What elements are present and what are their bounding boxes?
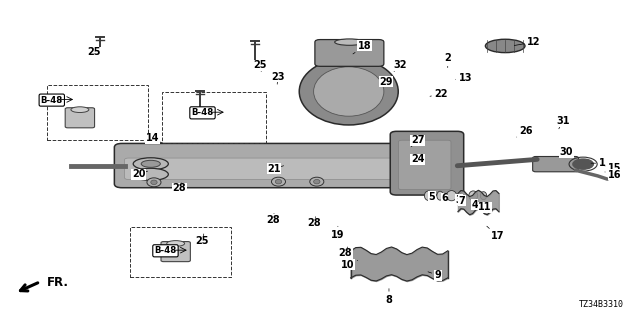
Ellipse shape (460, 192, 467, 200)
Text: B-48: B-48 (41, 96, 63, 105)
Text: 2: 2 (444, 53, 451, 68)
Text: 8: 8 (385, 289, 392, 305)
Ellipse shape (437, 191, 444, 200)
Text: 25: 25 (253, 60, 267, 71)
Text: 16: 16 (605, 170, 622, 180)
FancyBboxPatch shape (532, 156, 579, 172)
Text: 24: 24 (411, 154, 424, 164)
Text: 11: 11 (478, 202, 492, 212)
Text: B-48: B-48 (154, 246, 177, 255)
Ellipse shape (485, 39, 525, 52)
Text: 30: 30 (560, 147, 573, 157)
Text: 5: 5 (428, 192, 435, 202)
Ellipse shape (275, 180, 282, 184)
Ellipse shape (133, 168, 168, 180)
FancyBboxPatch shape (115, 143, 462, 188)
Ellipse shape (71, 107, 89, 113)
Ellipse shape (314, 67, 384, 116)
Text: 1: 1 (591, 158, 605, 168)
Ellipse shape (480, 192, 486, 200)
Ellipse shape (141, 160, 161, 167)
Bar (47, 85, 148, 140)
Text: 28: 28 (266, 213, 280, 225)
Text: FR.: FR. (47, 276, 68, 289)
Text: 17: 17 (487, 226, 504, 241)
Text: B-48: B-48 (191, 108, 214, 117)
Ellipse shape (447, 191, 457, 201)
Ellipse shape (167, 241, 184, 246)
FancyBboxPatch shape (399, 140, 451, 190)
Text: 4: 4 (471, 200, 478, 210)
FancyBboxPatch shape (125, 158, 452, 180)
FancyBboxPatch shape (161, 242, 190, 262)
Ellipse shape (310, 177, 324, 186)
Text: 9: 9 (428, 270, 442, 280)
Text: 28: 28 (339, 247, 353, 258)
Ellipse shape (151, 180, 157, 185)
Text: 19: 19 (331, 226, 344, 240)
Bar (131, 227, 230, 277)
Text: 15: 15 (605, 163, 622, 173)
Text: 22: 22 (430, 89, 448, 99)
Text: TZ34B3310: TZ34B3310 (579, 300, 623, 308)
FancyBboxPatch shape (390, 131, 464, 195)
Text: 25: 25 (87, 47, 100, 57)
Ellipse shape (468, 191, 477, 200)
FancyBboxPatch shape (65, 108, 95, 128)
FancyBboxPatch shape (315, 40, 384, 66)
Ellipse shape (147, 178, 161, 187)
Text: 28: 28 (307, 217, 321, 228)
Text: 20: 20 (132, 169, 148, 179)
Text: 14: 14 (146, 133, 163, 143)
Text: 23: 23 (271, 72, 285, 84)
Text: 3: 3 (456, 195, 463, 205)
Bar (163, 92, 266, 143)
Text: 25: 25 (196, 234, 209, 246)
Text: 7: 7 (458, 196, 465, 206)
Text: 12: 12 (515, 37, 541, 47)
Ellipse shape (133, 158, 168, 170)
Text: 29: 29 (379, 77, 392, 87)
Text: 31: 31 (556, 116, 570, 129)
Ellipse shape (424, 191, 433, 200)
Text: 27: 27 (411, 135, 424, 147)
Text: 18: 18 (353, 41, 371, 54)
Ellipse shape (314, 180, 320, 184)
Text: 13: 13 (456, 73, 472, 83)
Text: 28: 28 (173, 183, 186, 193)
Text: 6: 6 (441, 193, 448, 203)
Text: 10: 10 (340, 260, 358, 269)
Text: 21: 21 (268, 164, 284, 174)
Text: 32: 32 (394, 60, 407, 71)
Circle shape (573, 159, 593, 169)
Ellipse shape (335, 39, 364, 45)
Ellipse shape (300, 58, 398, 125)
Ellipse shape (271, 177, 285, 186)
Text: 26: 26 (516, 126, 533, 137)
